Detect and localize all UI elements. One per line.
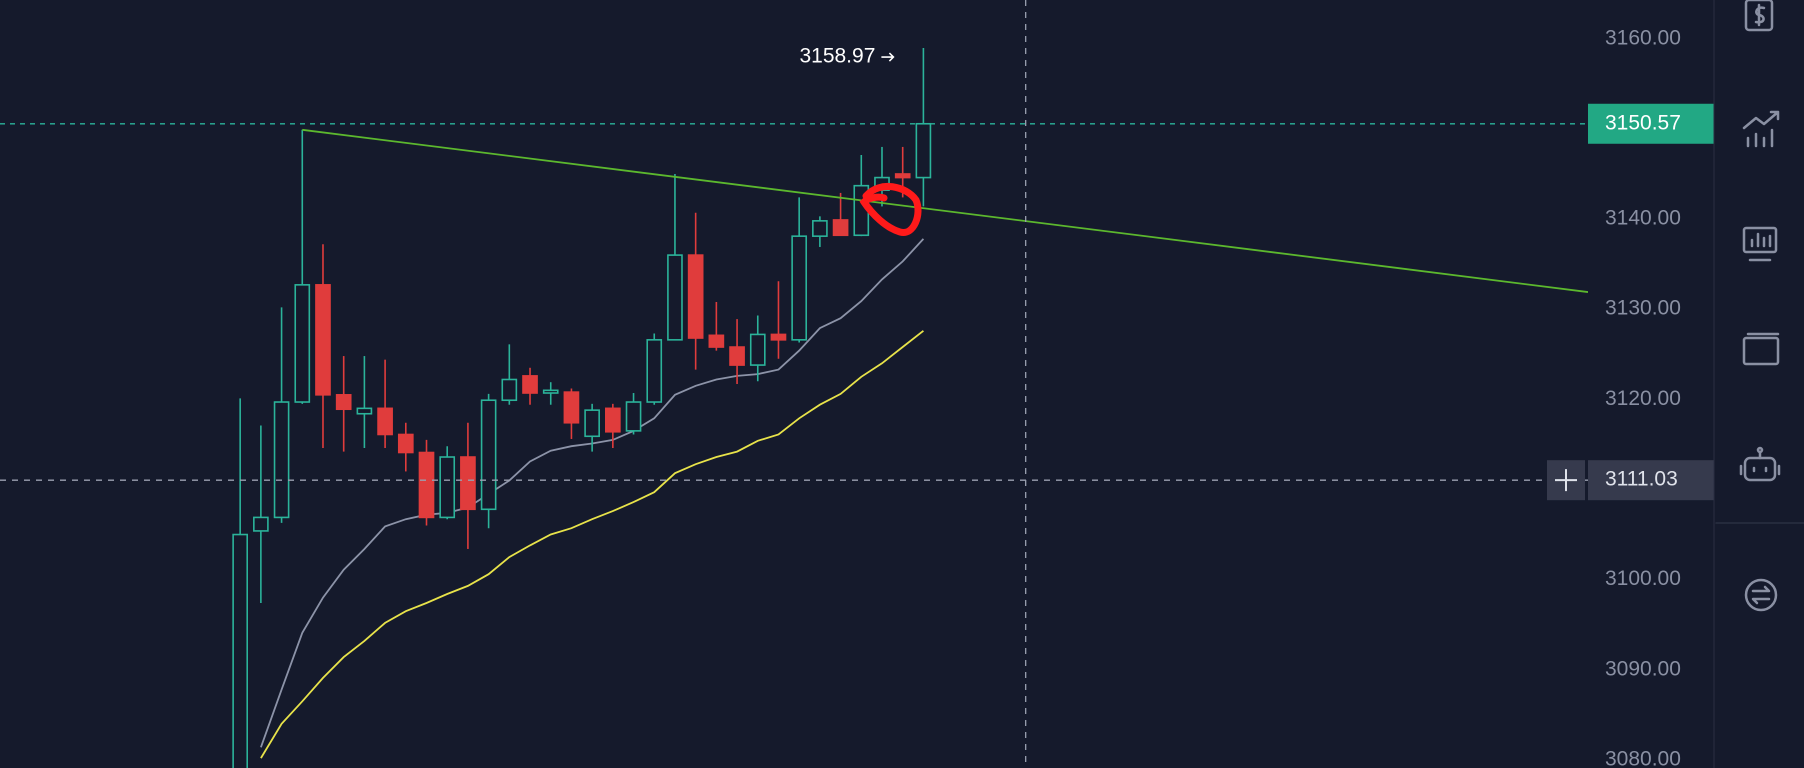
price-axis: 3160.00 3140.00 3130.00 3120.00 3100.00 3090.… (1547, 26, 1714, 768)
dollar-icon[interactable] (1744, 0, 1774, 32)
y-tick-label: 3080.00 (1605, 747, 1681, 768)
etf-icon[interactable] (1742, 332, 1780, 366)
last-price-label: 3150.57 (1605, 111, 1681, 134)
candle-body (749, 333, 766, 366)
candle-body (232, 533, 249, 768)
hand-drawn-circle (859, 182, 922, 236)
candle-body (605, 407, 621, 433)
trend-icon[interactable] (1742, 110, 1780, 148)
candle-body (315, 284, 331, 396)
candle-body (894, 173, 911, 179)
candle-body (563, 391, 580, 424)
candle-body (480, 399, 497, 511)
candle-body (335, 394, 352, 411)
candle-body (542, 389, 559, 394)
candle-body (377, 407, 393, 436)
candle-body (397, 433, 414, 454)
candle-body (812, 220, 828, 237)
high-label: 3158.97 (799, 45, 875, 68)
last-price-tag (1588, 103, 1714, 144)
candle-body (356, 407, 373, 415)
candle-body (584, 409, 600, 438)
sidebar (1713, 0, 1804, 768)
candle-body (418, 451, 435, 519)
crosshair-plus (1555, 469, 1577, 492)
swap-icon[interactable] (1744, 578, 1778, 612)
candle-body (915, 122, 932, 179)
y-tick-label: 3090.00 (1605, 657, 1681, 680)
candle-body (646, 339, 663, 403)
monitor-icon[interactable] (1742, 226, 1778, 262)
moving-average-line (260, 330, 924, 759)
candle-body (253, 516, 269, 532)
candle-body (625, 401, 642, 432)
trend-line (302, 128, 1588, 293)
candle-body (687, 254, 704, 339)
y-tick-label: 3120.00 (1605, 387, 1681, 410)
y-tick-label: 3100.00 (1605, 567, 1681, 590)
candle-body (832, 219, 849, 237)
candle-body (501, 378, 518, 402)
candle-body (439, 456, 456, 519)
candle-body (522, 375, 538, 394)
candle-body (294, 284, 311, 403)
candle-body (460, 456, 476, 511)
plot-area: 3158.97 (0, 0, 1588, 768)
crosshair-label: 3111.03 (1605, 468, 1678, 491)
y-tick-label: 3160.00 (1605, 26, 1681, 49)
sidebar-bg (1714, 0, 1804, 768)
y-tick-label: 3140.00 (1605, 207, 1681, 230)
high-label-arrow (881, 52, 895, 62)
candle-body (770, 333, 787, 341)
crosshair-tag (1588, 460, 1714, 501)
candle-body (708, 334, 725, 348)
candle-body (667, 254, 683, 341)
candle-body (791, 235, 808, 341)
y-tick-label: 3130.00 (1605, 297, 1681, 320)
candle-body (273, 401, 290, 519)
candle-body (729, 346, 745, 366)
bot-icon[interactable] (1739, 446, 1781, 482)
